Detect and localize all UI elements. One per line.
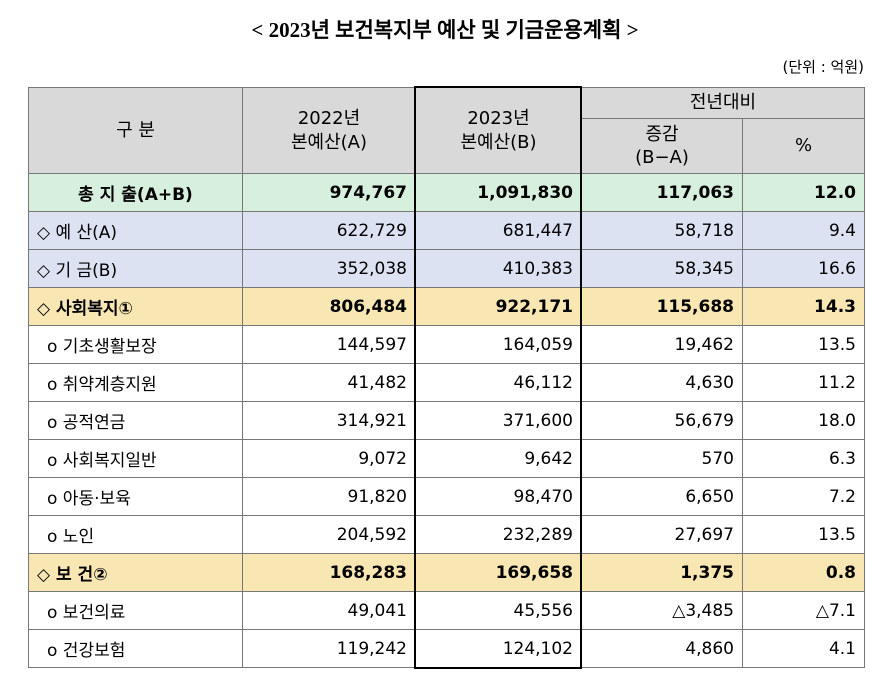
table-row: ◇ 사회복지① 806,484 922,171 115,688 14.3 (28, 287, 865, 326)
cell-value: 91,820 (242, 477, 416, 516)
row-label: ◇ 사회복지① (28, 287, 243, 326)
table-row: o 건강보험 119,242 124,102 4,860 4.1 (28, 629, 865, 668)
cell-value: 11.2 (742, 363, 865, 402)
row-label: ◇ 기 금(B) (28, 249, 243, 288)
cell-value: 6,650 (581, 477, 743, 516)
cell-value: 204,592 (242, 515, 416, 554)
header-category: 구 분 (28, 87, 243, 174)
cell-value: 46,112 (415, 363, 582, 402)
cell-value: 45,556 (415, 591, 582, 630)
header-diff: 증감 (B−A) (581, 118, 743, 174)
cell-value: 4,860 (581, 629, 743, 668)
cell-value: 13.5 (742, 515, 865, 554)
row-label: o 노인 (28, 515, 243, 554)
cell-value: 974,767 (242, 173, 416, 212)
cell-value: 314,921 (242, 401, 416, 440)
header-line: 2022년 (297, 108, 361, 130)
row-label: ◇ 보 건② (28, 553, 243, 592)
cell-value: 41,482 (242, 363, 416, 402)
cell-value: △7.1 (742, 591, 865, 630)
cell-value: 570 (581, 439, 743, 478)
table-row: o 취약계층지원 41,482 46,112 4,630 11.2 (28, 363, 865, 402)
cell-value: 58,718 (581, 211, 743, 250)
cell-value: 164,059 (415, 325, 582, 364)
cell-value: 58,345 (581, 249, 743, 288)
cell-value: 4,630 (581, 363, 743, 402)
cell-value: 124,102 (415, 629, 582, 668)
table-row: o 보건의료 49,041 45,556 △3,485 △7.1 (28, 591, 865, 630)
table-row: o 기초생활보장 144,597 164,059 19,462 13.5 (28, 325, 865, 364)
row-label: o 건강보험 (28, 629, 243, 668)
unit: (단위 : 억원) (782, 58, 865, 76)
cell-value: 1,091,830 (415, 173, 582, 212)
cell-value: 4.1 (742, 629, 865, 668)
table-row: ◇ 보 건② 168,283 169,658 1,375 0.8 (28, 553, 865, 592)
row-label: ◇ 예 산(A) (28, 211, 243, 250)
cell-value: 119,242 (242, 629, 416, 668)
header-2023: 2023년 본예산(B) (415, 87, 582, 174)
table-row: ◇ 기 금(B) 352,038 410,383 58,345 16.6 (28, 249, 865, 288)
cell-value: 352,038 (242, 249, 416, 288)
cell-value: 922,171 (415, 287, 582, 326)
table-row: o 노인 204,592 232,289 27,697 13.5 (28, 515, 865, 554)
header-compare: 전년대비 (581, 87, 865, 119)
row-label: o 공적연금 (28, 401, 243, 440)
cell-value: 681,447 (415, 211, 582, 250)
header-pct: % (742, 118, 865, 174)
cell-value: 410,383 (415, 249, 582, 288)
cell-value: 9,642 (415, 439, 582, 478)
header-line: (B−A) (635, 147, 689, 168)
cell-value: 98,470 (415, 477, 582, 516)
cell-value: 115,688 (581, 287, 743, 326)
table-row: 총 지 출(A+B) 974,767 1,091,830 117,063 12.0 (28, 173, 865, 212)
cell-value: 9.4 (742, 211, 865, 250)
cell-value: 56,679 (581, 401, 743, 440)
header-line: 증감 (645, 123, 679, 145)
cell-value: 19,462 (581, 325, 743, 364)
cell-value: 622,729 (242, 211, 416, 250)
header-2022: 2022년 본예산(A) (242, 87, 416, 174)
cell-value: 169,658 (415, 553, 582, 592)
cell-value: 168,283 (242, 553, 416, 592)
cell-value: 117,063 (581, 173, 743, 212)
row-label: o 사회복지일반 (28, 439, 243, 478)
header-row: 구 분 2022년 본예산(A) 2023년 본예산(B) 전년대비 (28, 87, 865, 174)
header-line: 본예산(A) (290, 131, 368, 153)
table-row: o 사회복지일반 9,072 9,642 570 6.3 (28, 439, 865, 478)
cell-value: 27,697 (581, 515, 743, 554)
cell-value: 144,597 (242, 325, 416, 364)
row-label: 총 지 출(A+B) (28, 173, 243, 212)
cell-value: 7.2 (742, 477, 865, 516)
header-line: 2023년 (467, 108, 530, 130)
cell-value: 13.5 (742, 325, 865, 364)
table-body: 구 분 2022년 본예산(A) 2023년 본예산(B) 전년대비 증감 (B−A)… (28, 87, 865, 668)
header-line: 본예산(B) (460, 131, 537, 153)
cell-value: 12.0 (742, 173, 865, 212)
cell-value: 6.3 (742, 439, 865, 478)
row-label: o 기초생활보장 (28, 325, 243, 364)
row-label: o 취약계층지원 (28, 363, 243, 402)
cell-value: 9,072 (242, 439, 416, 478)
cell-value: △3,485 (581, 591, 743, 630)
table-row: o 공적연금 314,921 371,600 56,679 18.0 (28, 401, 865, 440)
cell-value: 14.3 (742, 287, 865, 326)
cell-value: 0.8 (742, 553, 865, 592)
budget-table: 구 분 2022년 본예산(A) 2023년 본예산(B) 전년대비 증감 (B−A)… (28, 87, 865, 668)
table-row: ◇ 예 산(A) 622,729 681,447 58,718 9.4 (28, 211, 865, 250)
cell-value: 371,600 (415, 401, 582, 440)
header-row: 증감 (B−A) % (29, 118, 865, 174)
cell-value: 49,041 (242, 591, 416, 630)
cell-value: 1,375 (581, 553, 743, 592)
cell-value: 18.0 (742, 401, 865, 440)
cell-value: 16.6 (742, 249, 865, 288)
table-row: o 아동·보육 91,820 98,470 6,650 7.2 (28, 477, 865, 516)
row-label: o 보건의료 (28, 591, 243, 630)
cell-value: 806,484 (242, 287, 416, 326)
title: < 2023년 보건복지부 예산 및 기금운용계획 > (251, 18, 639, 42)
row-label: o 아동·보육 (28, 477, 243, 516)
cell-value: 232,289 (415, 515, 582, 554)
